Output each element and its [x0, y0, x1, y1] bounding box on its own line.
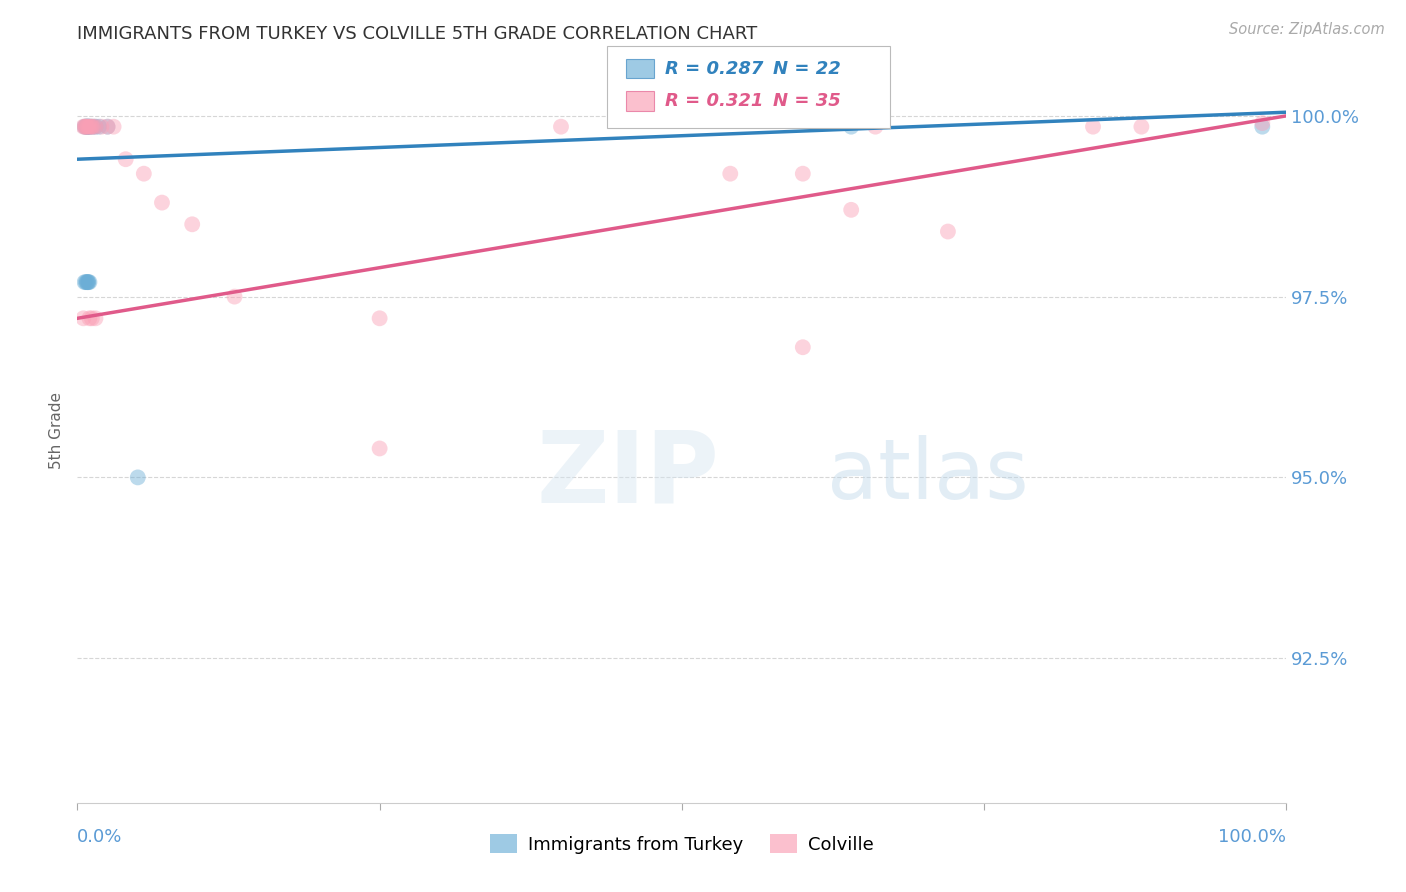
Text: N = 22: N = 22: [773, 60, 841, 78]
Point: [224, 290, 246, 304]
Point: [75, 120, 97, 134]
Point: [79, 275, 101, 289]
Point: [73, 120, 96, 134]
Point: [73, 120, 96, 134]
Y-axis label: 5th Grade: 5th Grade: [49, 392, 65, 469]
Text: N = 35: N = 35: [773, 92, 841, 110]
Text: 0.0%: 0.0%: [77, 828, 122, 846]
Point: [150, 195, 173, 210]
Point: [718, 167, 741, 181]
Point: [792, 167, 814, 181]
Point: [76, 275, 98, 289]
Point: [84, 311, 107, 326]
Point: [82, 120, 104, 134]
Point: [103, 120, 125, 134]
Text: R = 0.321: R = 0.321: [665, 92, 763, 110]
Point: [84, 120, 107, 134]
Point: [1251, 116, 1274, 130]
Point: [368, 442, 391, 456]
Point: [1130, 120, 1153, 134]
Point: [75, 120, 97, 134]
Text: ZIP: ZIP: [537, 426, 720, 524]
Point: [132, 167, 155, 181]
Point: [76, 120, 98, 134]
Point: [77, 120, 100, 134]
Point: [1251, 120, 1274, 134]
Point: [76, 120, 98, 134]
Point: [79, 120, 101, 134]
Point: [72, 120, 94, 134]
Point: [839, 120, 862, 134]
Point: [96, 120, 118, 134]
Point: [77, 120, 100, 134]
Point: [839, 202, 862, 217]
Point: [79, 120, 101, 134]
Text: 100.0%: 100.0%: [1219, 828, 1286, 846]
Point: [76, 120, 98, 134]
Point: [79, 311, 101, 326]
Point: [87, 120, 110, 134]
Point: [181, 217, 204, 231]
Point: [865, 120, 887, 134]
Text: atlas: atlas: [827, 434, 1029, 516]
Point: [77, 120, 100, 134]
Point: [90, 120, 112, 134]
Point: [1081, 120, 1104, 134]
Point: [79, 120, 101, 134]
Point: [75, 275, 97, 289]
Point: [936, 225, 959, 239]
Point: [792, 340, 814, 354]
Point: [82, 120, 104, 134]
Point: [80, 120, 103, 134]
Point: [77, 275, 100, 289]
Point: [79, 120, 101, 134]
Point: [73, 275, 96, 289]
Point: [368, 311, 391, 326]
Point: [550, 120, 572, 134]
Point: [84, 120, 107, 134]
Point: [76, 275, 98, 289]
Legend: Immigrants from Turkey, Colville: Immigrants from Turkey, Colville: [482, 827, 882, 861]
Point: [80, 311, 103, 326]
Point: [127, 470, 149, 484]
Point: [114, 152, 136, 166]
Text: IMMIGRANTS FROM TURKEY VS COLVILLE 5TH GRADE CORRELATION CHART: IMMIGRANTS FROM TURKEY VS COLVILLE 5TH G…: [77, 25, 758, 43]
Text: R = 0.287: R = 0.287: [665, 60, 763, 78]
Point: [75, 120, 97, 134]
Point: [96, 120, 118, 134]
Text: Source: ZipAtlas.com: Source: ZipAtlas.com: [1229, 22, 1385, 37]
Point: [77, 275, 100, 289]
Point: [72, 311, 94, 326]
